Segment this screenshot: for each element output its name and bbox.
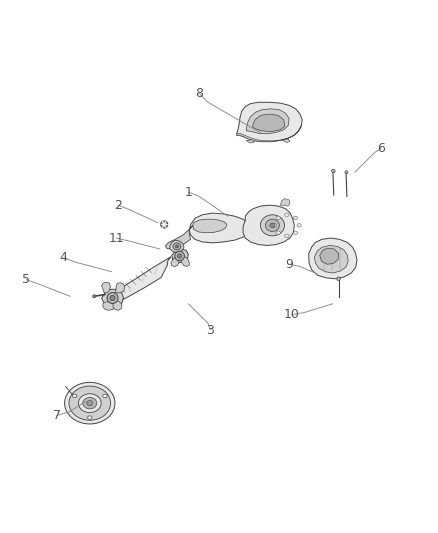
Polygon shape [103, 302, 114, 310]
Ellipse shape [175, 245, 179, 248]
Ellipse shape [83, 398, 97, 409]
Ellipse shape [297, 223, 301, 227]
Polygon shape [309, 238, 357, 279]
Ellipse shape [110, 295, 115, 301]
Ellipse shape [72, 394, 77, 398]
Ellipse shape [260, 215, 285, 236]
Polygon shape [180, 256, 189, 266]
Ellipse shape [265, 219, 279, 231]
Text: 6: 6 [377, 142, 385, 155]
Ellipse shape [332, 169, 335, 173]
Polygon shape [283, 139, 290, 142]
Polygon shape [102, 282, 110, 293]
Ellipse shape [272, 223, 277, 227]
Ellipse shape [107, 293, 118, 303]
Polygon shape [237, 125, 301, 142]
Text: 9: 9 [285, 258, 293, 271]
Ellipse shape [78, 394, 101, 413]
Ellipse shape [69, 386, 110, 420]
Text: 5: 5 [22, 273, 30, 286]
Polygon shape [189, 213, 251, 243]
Ellipse shape [103, 394, 107, 398]
Ellipse shape [175, 251, 184, 261]
Polygon shape [252, 114, 285, 132]
Text: 4: 4 [60, 251, 67, 264]
Polygon shape [115, 282, 125, 293]
Polygon shape [113, 257, 171, 301]
Polygon shape [237, 102, 302, 142]
Ellipse shape [64, 382, 115, 424]
Polygon shape [243, 205, 294, 246]
Polygon shape [102, 289, 124, 307]
Polygon shape [246, 109, 289, 134]
Polygon shape [172, 249, 188, 263]
Text: 7: 7 [53, 409, 61, 422]
Ellipse shape [87, 400, 93, 406]
Polygon shape [280, 199, 290, 206]
Ellipse shape [337, 277, 340, 280]
Polygon shape [314, 246, 348, 273]
Ellipse shape [177, 254, 182, 258]
Ellipse shape [276, 216, 280, 220]
Ellipse shape [293, 216, 298, 220]
Polygon shape [246, 140, 254, 143]
Polygon shape [170, 240, 184, 253]
Polygon shape [193, 219, 227, 233]
Ellipse shape [293, 231, 298, 235]
Text: 11: 11 [108, 231, 124, 245]
Ellipse shape [276, 231, 280, 235]
Text: 10: 10 [283, 308, 299, 321]
Ellipse shape [173, 243, 181, 250]
Ellipse shape [270, 223, 275, 228]
Ellipse shape [93, 295, 95, 298]
Ellipse shape [345, 171, 348, 174]
Polygon shape [320, 248, 339, 264]
Polygon shape [113, 301, 122, 310]
Ellipse shape [285, 234, 289, 238]
Polygon shape [166, 225, 194, 249]
Polygon shape [171, 258, 179, 266]
Ellipse shape [285, 213, 289, 216]
Text: 3: 3 [206, 324, 214, 336]
Text: 2: 2 [114, 199, 122, 212]
Text: 1: 1 [184, 185, 192, 198]
Ellipse shape [161, 221, 168, 228]
Text: 8: 8 [195, 87, 203, 100]
Ellipse shape [88, 416, 92, 419]
